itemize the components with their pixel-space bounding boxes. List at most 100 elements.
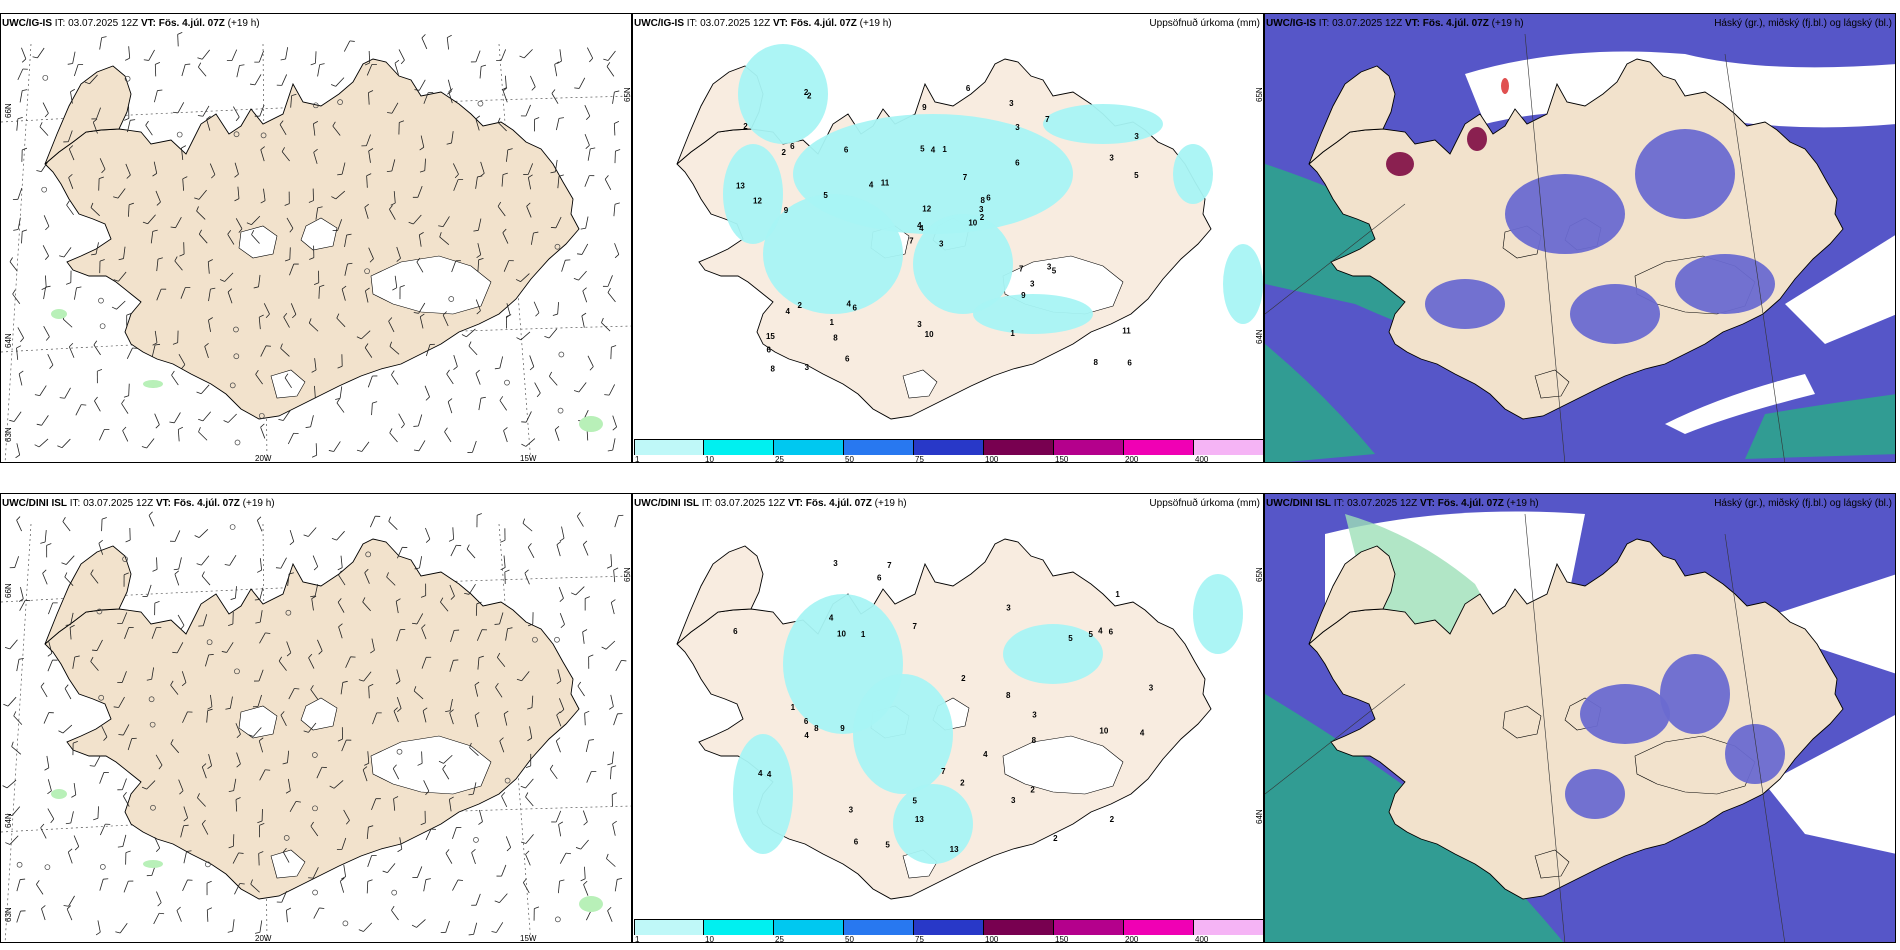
- high-cloud-band: [1745, 394, 1895, 459]
- wind-barb: [446, 37, 449, 50]
- precip-value: 15: [766, 332, 775, 341]
- wind-barb-flag: [289, 228, 294, 233]
- wind-barb: [174, 530, 181, 542]
- wind-barb-flag: [66, 905, 72, 910]
- wind-barb-flag: [609, 706, 614, 710]
- wind-barb: [314, 358, 317, 371]
- wind-barb-flag: [4, 646, 10, 650]
- wind-barb: [615, 660, 622, 672]
- wind-barb-flag: [227, 288, 233, 293]
- wind-barb: [606, 858, 616, 867]
- wind-barb: [503, 260, 510, 272]
- wind-barb-flag: [523, 878, 527, 883]
- wind-barb-flag: [36, 880, 40, 885]
- wind-barb: [394, 275, 398, 288]
- wind-barb-flag: [606, 853, 609, 859]
- calm-wind-marker: [448, 296, 455, 302]
- wind-barb: [170, 684, 179, 695]
- wind-barb: [606, 66, 615, 77]
- wind-barb: [520, 331, 531, 341]
- wind-barb-flag: [516, 337, 522, 341]
- precip-value: 4: [767, 770, 772, 779]
- wind-barb-flag: [111, 306, 117, 310]
- clear-sky-area: [1665, 374, 1815, 434]
- wind-barb-flag: [319, 907, 325, 909]
- wind-barb-flag: [478, 257, 484, 261]
- wind-barb-flag: [550, 171, 556, 174]
- wind-barb: [499, 356, 504, 369]
- wind-barb-flag: [250, 879, 253, 885]
- precip-value: 1: [830, 318, 835, 327]
- wind-barb: [70, 91, 73, 104]
- wind-barb: [20, 587, 24, 599]
- wind-barb: [561, 526, 565, 539]
- wind-barb: [425, 527, 431, 540]
- wind-barb-flag: [288, 572, 294, 575]
- wind-barb: [584, 713, 586, 726]
- calm-wind-marker: [258, 412, 265, 419]
- wind-barb-flag: [141, 786, 147, 790]
- wind-barb: [308, 657, 315, 669]
- precip-value: 3: [1149, 683, 1154, 692]
- wind-barb: [341, 162, 346, 175]
- wind-barb-flag: [113, 196, 119, 199]
- wind-barb-flag: [318, 650, 323, 655]
- precip-value: 3: [833, 559, 838, 568]
- wind-barb: [73, 782, 77, 795]
- wind-barb: [367, 375, 373, 388]
- wind-barb-flag: [388, 317, 393, 322]
- wind-barb: [396, 629, 401, 642]
- wind-barb: [554, 159, 558, 172]
- wind-barb: [313, 152, 318, 164]
- wind-barb-flag: [581, 312, 587, 317]
- wind-barb: [393, 191, 396, 204]
- wind-barb-flag: [25, 599, 31, 602]
- wind-barb: [335, 190, 346, 200]
- calm-wind-marker: [16, 861, 23, 868]
- wind-barb: [150, 231, 154, 244]
- wind-barb: [581, 243, 589, 255]
- wind-barb-flag: [364, 203, 369, 208]
- wind-barb-flag: [123, 395, 129, 398]
- wind-barb-flag: [570, 592, 576, 596]
- wind-barb-flag: [473, 229, 479, 232]
- wind-barb-flag: [196, 563, 202, 566]
- calm-wind-marker: [554, 636, 560, 643]
- wind-barb: [312, 867, 319, 879]
- wind-barb-flag: [515, 279, 521, 283]
- wind-barb-flag: [93, 340, 98, 346]
- wind-barb: [361, 441, 370, 452]
- low-cloud-area: [1570, 284, 1660, 344]
- wind-barb-flag: [506, 847, 511, 852]
- wind-barb: [124, 627, 130, 639]
- wind-barb: [549, 768, 558, 780]
- wind-barb: [363, 671, 372, 682]
- wind-barb-flag: [208, 259, 213, 263]
- wind-barb-flag: [156, 201, 161, 206]
- wind-barb-flag: [425, 790, 430, 796]
- wind-barb: [118, 271, 127, 282]
- wind-barb-flag: [617, 878, 623, 880]
- wind-barb: [557, 302, 559, 315]
- wind-barb-flag: [549, 371, 553, 377]
- wind-barb: [474, 715, 479, 728]
- cloud-panel-igis: UWC/IG-IS IT: 03.07.2025 12Z VT: Fös. 4.…: [1264, 13, 1896, 463]
- wind-barb: [258, 317, 261, 330]
- wind-barb: [174, 573, 180, 586]
- wind-barb-flag: [468, 793, 474, 796]
- wind-barb-flag: [480, 396, 486, 399]
- precip-area: [853, 674, 953, 794]
- wind-barb-flag: [336, 313, 340, 319]
- colorbar-tick-label: 75: [915, 455, 924, 463]
- wind-barb-flag: [260, 200, 266, 204]
- wind-barb-flag: [414, 89, 420, 91]
- precip-value: 5: [1088, 630, 1093, 639]
- wind-barb-flag: [178, 426, 184, 430]
- wind-barb: [61, 438, 71, 448]
- wind-barb: [477, 243, 482, 255]
- wind-barb-flag: [44, 767, 50, 771]
- wind-barb-flag: [40, 823, 45, 829]
- low-cloud-area: [1565, 769, 1625, 819]
- colorbar-tick-label: 10: [705, 455, 714, 463]
- wind-barb-flag: [440, 597, 444, 603]
